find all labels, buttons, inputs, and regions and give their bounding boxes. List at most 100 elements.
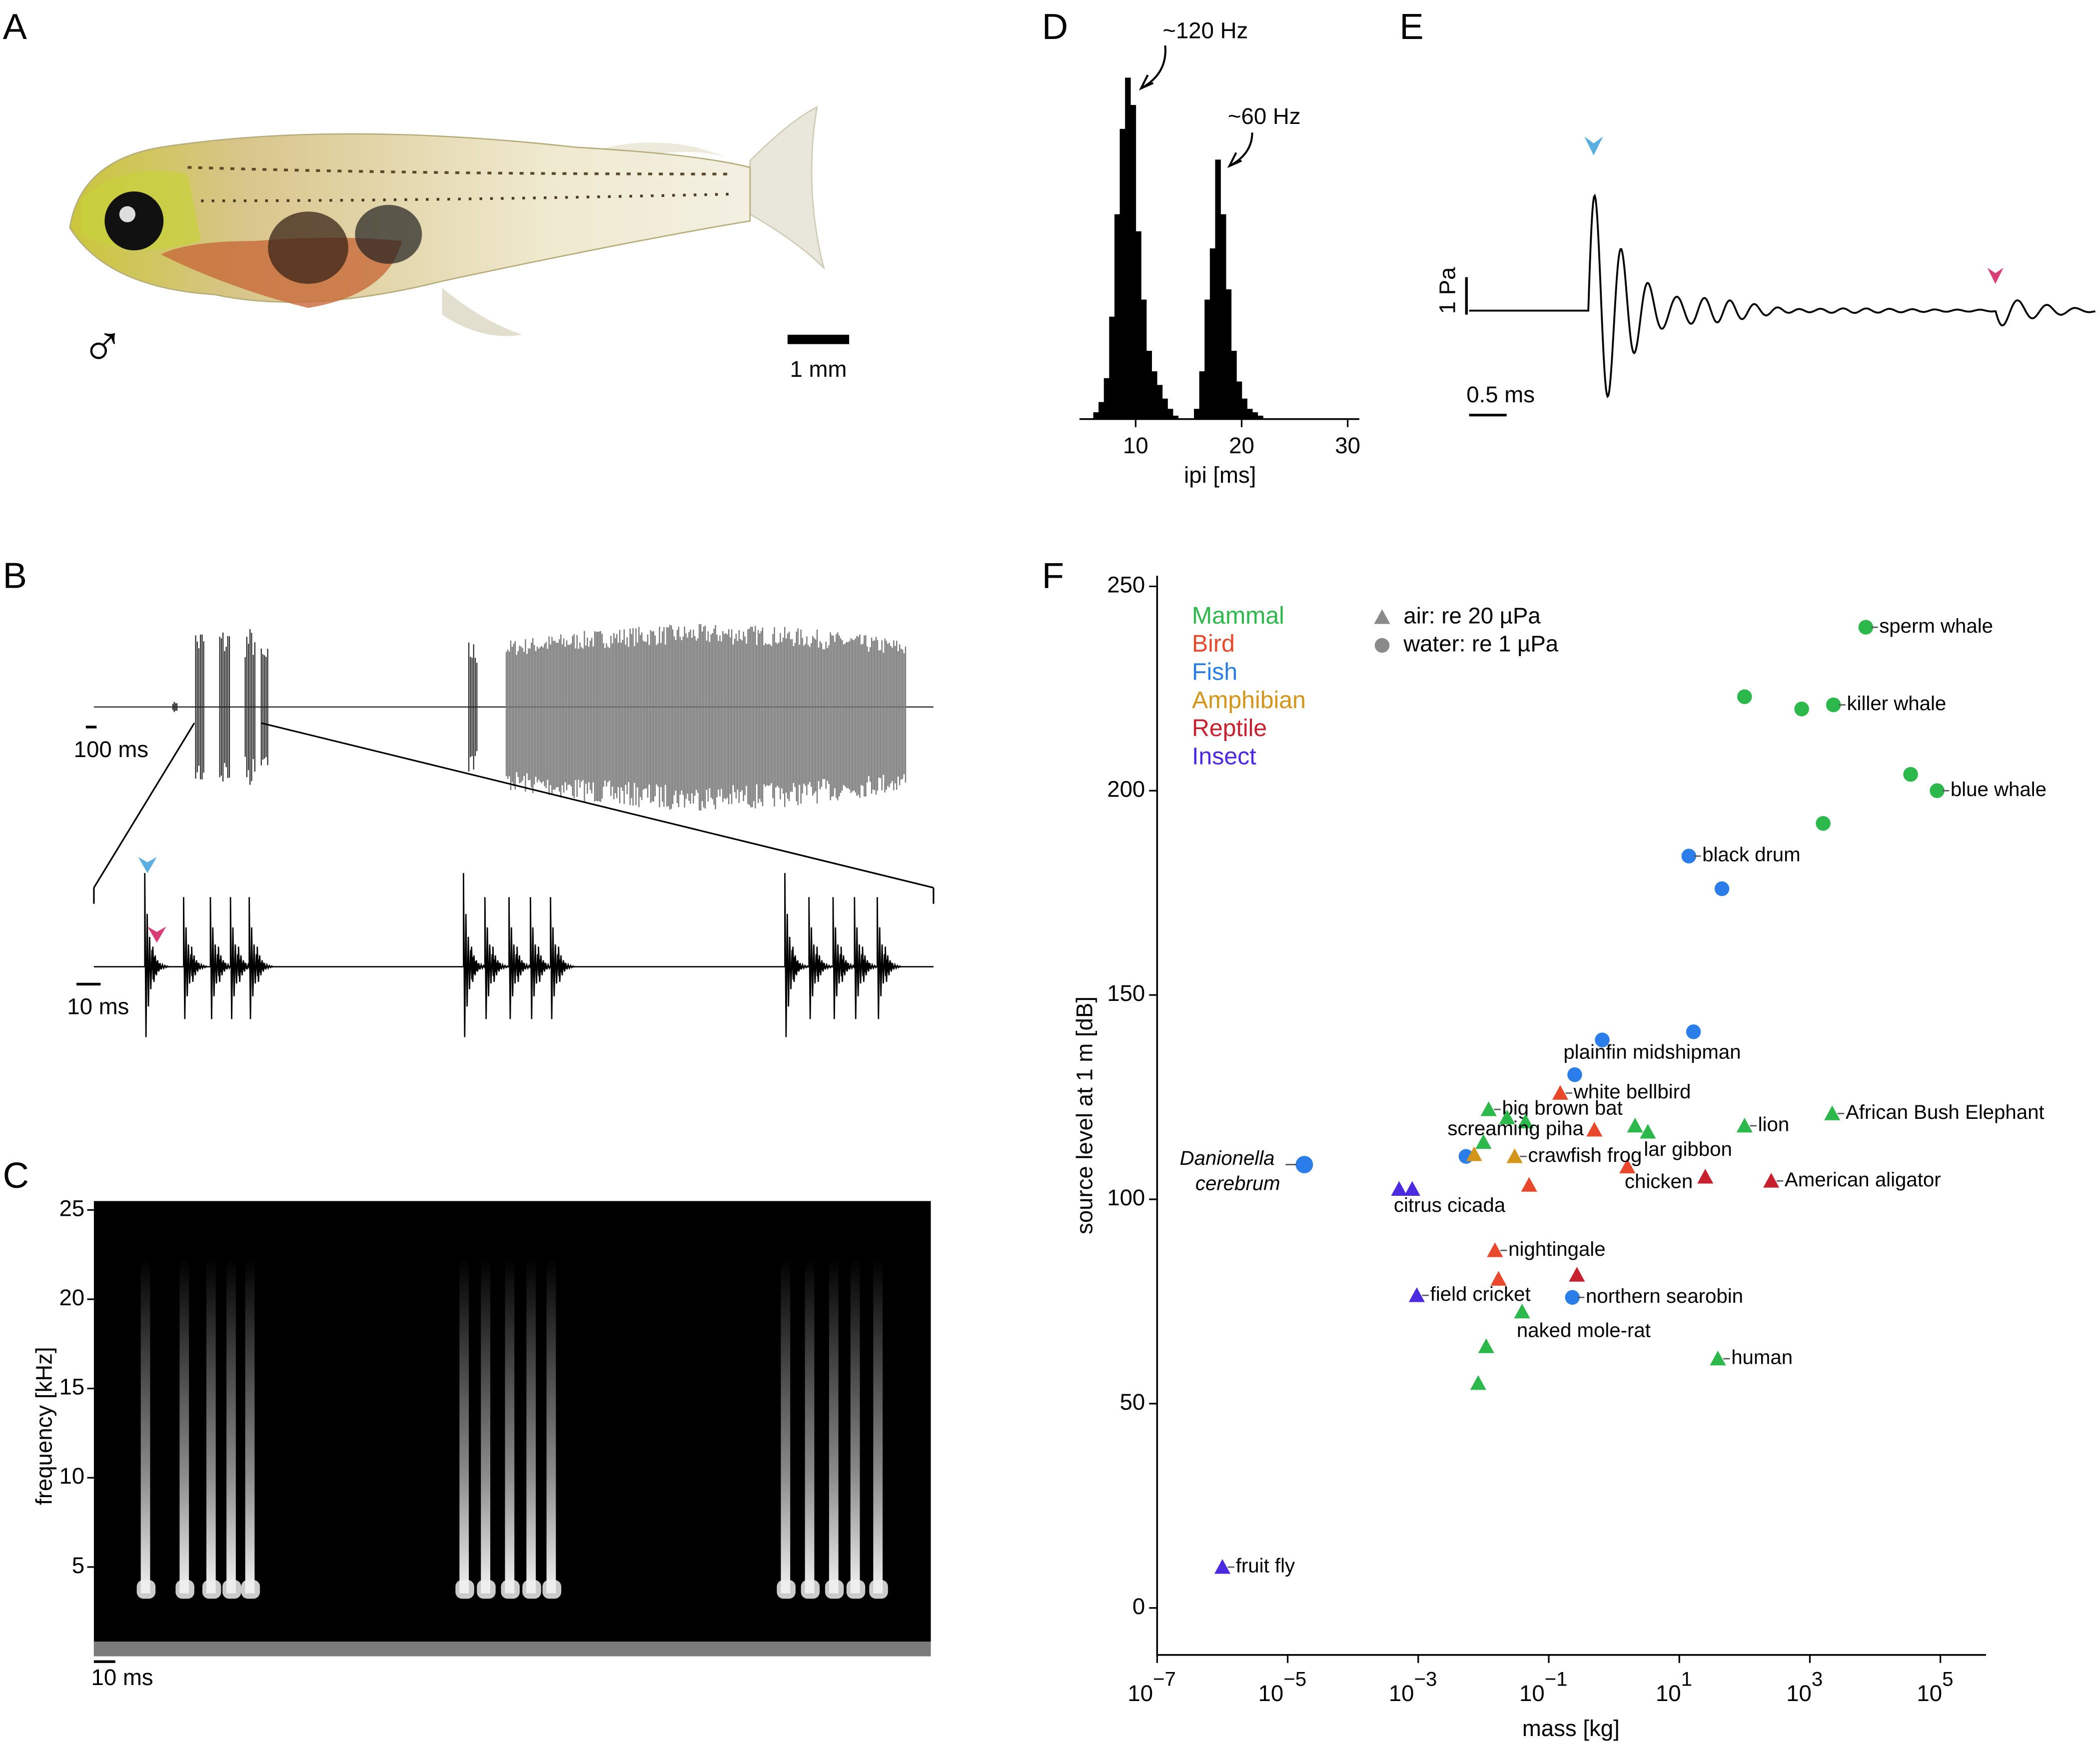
y-tick-label: 5 xyxy=(72,1553,84,1578)
histogram-bar xyxy=(1093,412,1099,419)
point xyxy=(1737,689,1752,704)
spectral-pulse xyxy=(781,1258,791,1594)
panel-label: A xyxy=(3,7,27,47)
point xyxy=(1487,1242,1503,1257)
spectral-band xyxy=(777,1580,796,1599)
histogram-bar xyxy=(1114,214,1120,419)
fish-illustration xyxy=(69,105,825,336)
spectral-band xyxy=(175,1580,194,1599)
y-tick-label: 150 xyxy=(1107,980,1145,1006)
scale-bar-label: 0.5 ms xyxy=(1466,382,1535,407)
scale-bar xyxy=(787,334,850,344)
spectral-band xyxy=(801,1580,820,1599)
point xyxy=(1930,783,1945,799)
x-tick-label: 101 xyxy=(1656,1668,1692,1706)
point-label: human xyxy=(1731,1346,1793,1369)
point xyxy=(1514,1303,1530,1319)
marker-arrowhead xyxy=(147,926,166,943)
histogram-bar xyxy=(1204,299,1210,419)
point xyxy=(1408,1287,1425,1302)
spectral-pulse xyxy=(481,1258,490,1594)
point xyxy=(1681,849,1697,864)
panel-label: D xyxy=(1042,7,1068,47)
point xyxy=(1295,1156,1313,1173)
spectral-pulse xyxy=(179,1258,189,1594)
point xyxy=(1816,816,1831,831)
spectral-pulse xyxy=(829,1258,839,1594)
y-tick-label: 10 xyxy=(59,1463,84,1489)
legend-entry: Reptile xyxy=(1192,715,1267,742)
point xyxy=(1567,1067,1582,1082)
point xyxy=(1619,1158,1636,1174)
panel-label: F xyxy=(1042,556,1064,596)
scale-bar-label: 10 ms xyxy=(67,994,129,1019)
histogram-bar xyxy=(1172,415,1179,419)
charts: 5 10 15 20 25 frequency [kHz] 10 ms 10 20 30 ipi [… xyxy=(31,17,2047,1741)
spectral-pulse xyxy=(526,1258,536,1594)
point-label: Danionella cerebrum xyxy=(1180,1146,1280,1194)
point xyxy=(1521,1177,1537,1192)
point xyxy=(1903,767,1918,782)
histogram-bar xyxy=(1199,371,1205,419)
histogram-bar xyxy=(1162,398,1168,419)
spectral-pulse xyxy=(206,1258,216,1594)
point-label: fruit fly xyxy=(1236,1555,1295,1577)
x-tick-label: 10−3 xyxy=(1389,1668,1437,1706)
spectral-band xyxy=(825,1580,844,1599)
legend-marker xyxy=(1374,638,1390,653)
point-label: northern searobin xyxy=(1586,1285,1743,1307)
scale-bar-label: 1 Pa xyxy=(1435,267,1460,314)
x-axis-label: mass [kg] xyxy=(1522,1716,1620,1741)
histogram-bar xyxy=(1151,371,1157,419)
point xyxy=(1710,1350,1726,1366)
point-label: black drum xyxy=(1702,844,1801,866)
legend-entry: Bird xyxy=(1192,630,1235,657)
legend-entry: Insect xyxy=(1192,743,1256,770)
y-tick-label: 50 xyxy=(1120,1389,1145,1415)
point-label: chicken xyxy=(1625,1170,1693,1192)
point xyxy=(1404,1181,1420,1196)
spectral-band xyxy=(477,1580,496,1599)
spectral-pulse xyxy=(459,1258,469,1594)
waveform-trace xyxy=(93,873,934,1037)
point xyxy=(1475,1134,1492,1149)
spectral-band xyxy=(241,1580,260,1599)
spectral-band xyxy=(136,1580,156,1599)
histogram-bar xyxy=(1125,77,1131,419)
spectral-pulse xyxy=(850,1258,860,1594)
legend-entry: Amphibian xyxy=(1192,687,1306,714)
point-label: plainfin midshipman xyxy=(1563,1041,1741,1063)
zoom-lines xyxy=(93,722,935,904)
histogram-bar xyxy=(1109,316,1115,419)
spectral-pulse xyxy=(505,1258,515,1594)
histogram-bar xyxy=(1146,351,1152,419)
point-label: nightingale xyxy=(1508,1238,1605,1260)
point xyxy=(1565,1290,1580,1305)
point-label: lion xyxy=(1758,1113,1790,1135)
histogram-bar xyxy=(1257,415,1263,419)
legend-marker xyxy=(1374,609,1390,624)
histogram-bar xyxy=(1140,299,1147,419)
x-axis-label: ipi [ms] xyxy=(1184,462,1256,488)
histogram-bar xyxy=(1247,409,1253,419)
y-axis-label: source level at 1 m [dB] xyxy=(1071,996,1097,1234)
histogram-bar xyxy=(1215,159,1221,419)
point xyxy=(1506,1148,1523,1163)
waveform xyxy=(1469,136,2096,399)
marker-arrowhead xyxy=(138,857,157,873)
point xyxy=(1627,1117,1643,1133)
x-tick-label: 20 xyxy=(1229,433,1254,458)
point-label: lar gibbon xyxy=(1644,1138,1732,1160)
histogram-bar xyxy=(1209,248,1216,419)
panel-label: C xyxy=(3,1156,29,1196)
y-tick-label: 100 xyxy=(1107,1185,1145,1210)
point xyxy=(1214,1559,1231,1574)
spectral-band xyxy=(202,1580,221,1599)
marker-arrowhead xyxy=(1584,136,1603,155)
annotation: ~60 Hz xyxy=(1228,103,1301,129)
waveform-trace xyxy=(1469,193,2096,399)
spectral-band xyxy=(455,1580,474,1599)
panel-label: B xyxy=(3,556,27,596)
spectral-pulse xyxy=(226,1258,236,1594)
